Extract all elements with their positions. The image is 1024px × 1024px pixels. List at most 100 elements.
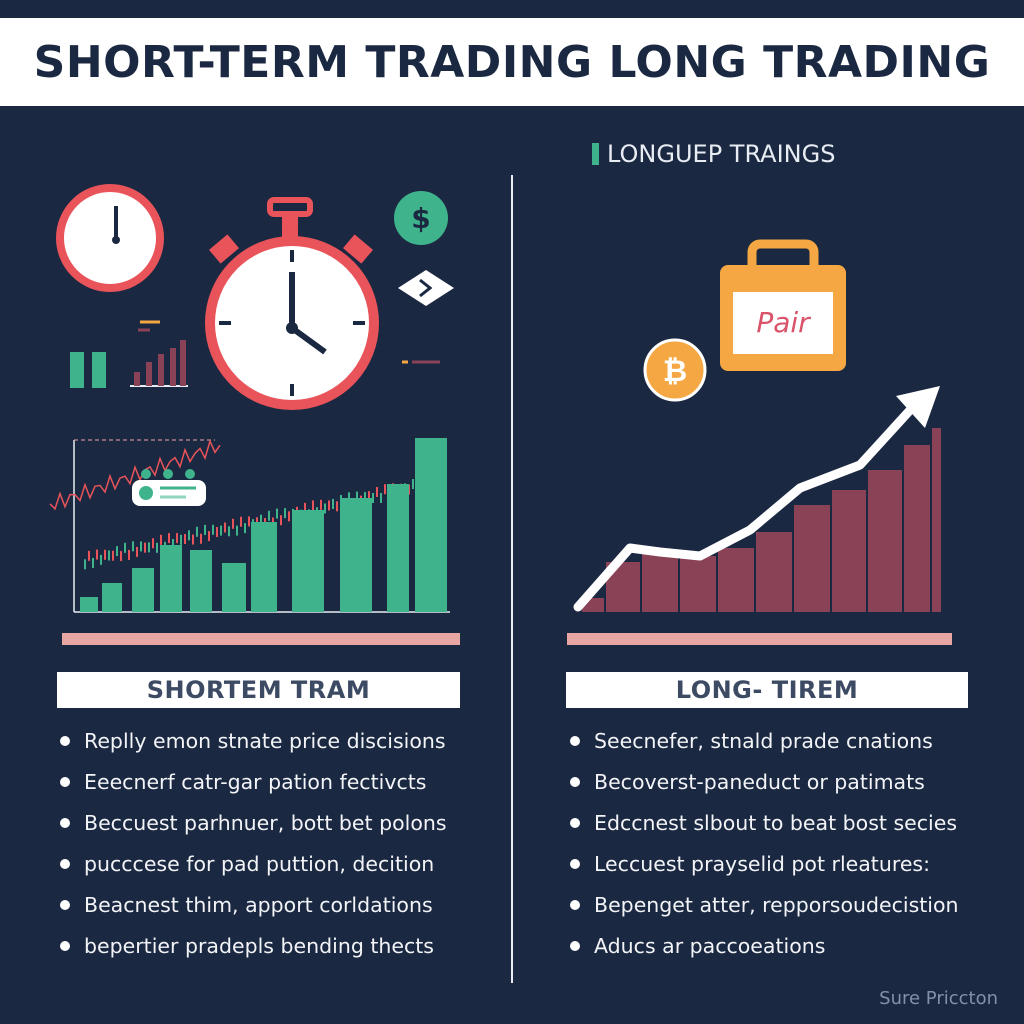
chart-bar — [756, 532, 792, 612]
chart-bar — [718, 548, 754, 612]
bullet-dot — [570, 735, 580, 746]
chevron-right-icon — [398, 270, 454, 306]
candlestick — [328, 500, 330, 511]
chart-bar — [904, 445, 930, 612]
candlestick — [108, 550, 110, 561]
chart-bar — [642, 553, 678, 612]
candlestick — [152, 538, 154, 549]
candlestick — [148, 542, 150, 553]
candlestick — [220, 525, 222, 536]
bullet-text: bepertier pradepls bending thects — [84, 933, 434, 958]
candlestick — [384, 484, 386, 495]
bullet-dot — [60, 817, 70, 828]
short-term-chart — [49, 438, 450, 613]
candlestick — [184, 533, 186, 544]
candlestick — [128, 549, 130, 560]
candlestick — [144, 542, 146, 553]
candlestick — [192, 534, 194, 545]
chart-bar — [251, 522, 277, 612]
candlestick — [412, 479, 414, 490]
page-title: SHORT-TERM TRADING LONG TRADING — [33, 36, 991, 88]
list-item: Leccuest prayselid pot rleatures: — [570, 843, 959, 884]
list-item: Replly emon stnate price discisions — [60, 720, 447, 761]
chart-bar — [132, 568, 154, 612]
short-term-label: SHORTEM TRAM — [57, 672, 460, 708]
candlestick — [276, 508, 278, 519]
bag-label: Pair — [756, 306, 811, 339]
candlestick — [172, 539, 174, 550]
long-term-chart — [573, 386, 941, 612]
candlestick — [228, 526, 230, 537]
bar-chart-icon — [130, 340, 188, 387]
chart-bar — [832, 490, 866, 612]
chart-bar — [160, 545, 182, 612]
candlestick — [348, 492, 350, 503]
briefcase-icon: Pair — [720, 239, 846, 371]
candlestick — [176, 533, 178, 544]
bullet-dot — [60, 735, 70, 746]
candlestick — [268, 510, 270, 521]
subtitle-marker — [592, 143, 599, 165]
bullet-text: Edccnest slbout to beat bost secies — [594, 810, 958, 835]
bullet-dot — [60, 858, 70, 869]
bullet-text: Becoverst-paneduct or patimats — [594, 769, 925, 794]
chart-bar — [415, 438, 447, 612]
chart-bar — [868, 470, 902, 612]
chart-bar — [292, 510, 324, 612]
candlestick — [336, 501, 338, 512]
candlestick — [236, 525, 238, 536]
list-item: Bepenget atter, repporsoudecistion — [570, 884, 959, 925]
right-accent-bar — [567, 633, 952, 645]
candlestick — [112, 550, 114, 561]
candlestick — [116, 546, 118, 557]
candlestick — [372, 493, 374, 504]
candlestick — [84, 559, 86, 570]
price-line — [49, 439, 221, 511]
bullet-text: Bepenget atter, repporsoudecistion — [594, 892, 959, 917]
candlestick — [368, 491, 370, 502]
candlestick — [168, 533, 170, 544]
chart-bar — [680, 556, 716, 612]
candlestick — [284, 508, 286, 519]
bullet-dot — [570, 940, 580, 951]
bullet-dot — [60, 940, 70, 951]
bullet-text: Beacnest thim, apport corldations — [84, 892, 433, 917]
candlestick — [364, 492, 366, 503]
candlestick — [248, 516, 250, 527]
bullet-text: Seecnefer, stnald prade cnations — [594, 728, 933, 753]
candlestick — [200, 533, 202, 544]
candlestick — [88, 550, 90, 561]
candlestick — [132, 541, 134, 552]
candlestick — [100, 554, 102, 565]
candlestick — [280, 515, 282, 526]
list-item: Seecnefer, stnald prade cnations — [570, 720, 959, 761]
bullet-dot — [60, 776, 70, 787]
candlestick — [196, 526, 198, 537]
candlestick — [324, 503, 326, 514]
price-ticker-card — [132, 469, 206, 506]
bitcoin-sign: ₿ — [663, 354, 687, 389]
bullet-dot — [570, 899, 580, 910]
candlestick — [216, 527, 218, 538]
candlestick — [204, 524, 206, 535]
candlestick — [232, 518, 234, 529]
candlestick — [208, 531, 210, 542]
candlestick — [332, 498, 334, 509]
decorative-dashes — [138, 320, 440, 364]
chart-bar — [932, 428, 941, 612]
long-term-label: LONG- TIREM — [566, 672, 968, 708]
list-item: bepertier pradepls bending thects — [60, 925, 447, 966]
candlestick — [376, 486, 378, 497]
right-subtitle: LONGUEP TRAINGS — [592, 140, 835, 168]
candlestick — [224, 522, 226, 533]
candlestick — [240, 516, 242, 527]
chart-bar — [222, 563, 246, 612]
candlestick — [156, 542, 158, 553]
candlestick — [124, 542, 126, 553]
list-item: Eeecnerf catr-gar pation fectivcts — [60, 761, 447, 802]
candlestick — [104, 549, 106, 560]
bullet-dot — [60, 899, 70, 910]
candlestick — [320, 499, 322, 510]
column-divider — [511, 175, 513, 983]
